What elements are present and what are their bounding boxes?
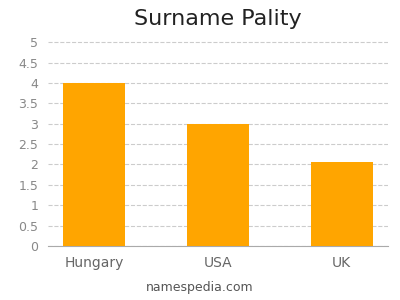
Title: Surname Pality: Surname Pality: [134, 9, 302, 29]
Bar: [187, 124, 249, 246]
Text: namespedia.com: namespedia.com: [146, 281, 254, 294]
Bar: [64, 83, 125, 246]
Bar: [311, 162, 372, 246]
